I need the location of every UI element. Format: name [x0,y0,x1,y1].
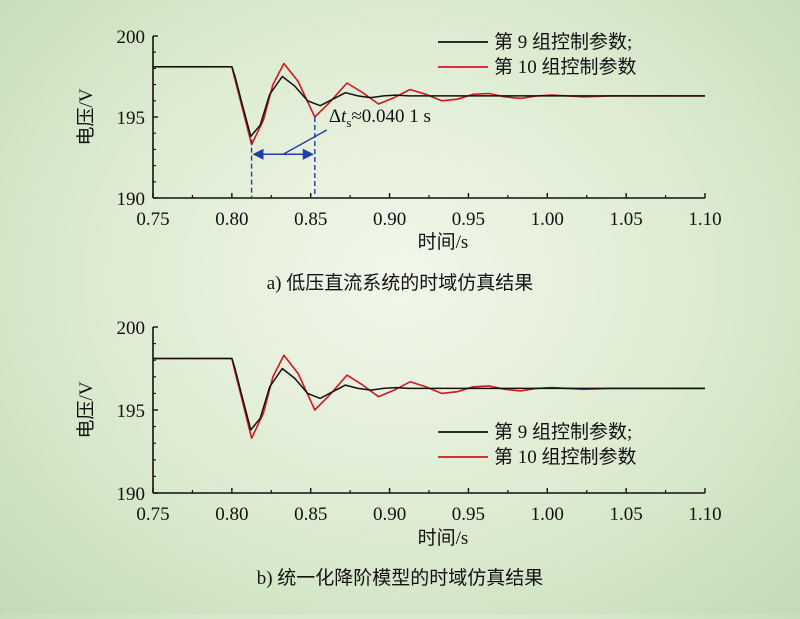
annotation-label: Δts≈0.040 1 s [329,106,431,130]
legend-label-10: 第 10 组控制参数 [494,56,637,78]
x-tick-label: 0.75 [136,209,169,230]
x-tick-label: 1.05 [610,209,643,230]
x-tick-label: 1.00 [531,209,564,230]
series-line-9 [153,66,705,138]
x-tick-label: 1.00 [531,504,564,525]
x-axis-label: 时间/s [418,231,469,253]
x-tick-label: 1.05 [610,504,643,525]
y-tick-label: 190 [117,189,146,210]
x-tick-label: 0.75 [136,504,169,525]
series-line-9 [153,357,705,431]
chart-panel-a: 0.75 0.80 0.85 0.90 0.95 1.00 1.05 1.10 190 195 20… [75,27,722,294]
x-tick-label: 0.95 [452,504,485,525]
x-tick-label: 0.90 [373,504,406,525]
legend-label-10: 第 10 组控制参数 [494,446,637,468]
y-tick-label: 200 [117,27,146,48]
x-tick-label: 0.95 [452,209,485,230]
x-axis-label: 时间/s [418,527,469,549]
y-tick-label: 195 [117,401,146,422]
y-tick-label: 190 [117,484,146,505]
x-tick-label: 1.10 [688,209,721,230]
y-tick-label: 200 [117,318,146,339]
x-tick-label: 1.10 [688,504,721,525]
chart-panel-b: 0.75 0.80 0.85 0.90 0.95 1.00 1.05 1.10 190 195 20… [75,318,722,589]
y-axis-label: 电压/V [75,88,97,145]
x-tick-label: 0.90 [373,209,406,230]
x-tick-label: 0.80 [215,504,248,525]
x-tick-label: 0.85 [294,209,327,230]
x-tick-label: 0.85 [294,504,327,525]
figure-caption-a: a) 低压直流系统的时域仿真结果 [267,272,534,294]
annotation-leader-line [282,129,328,155]
figure-caption-b: b) 统一化降阶模型的时域仿真结果 [257,567,544,589]
legend-label-9: 第 9 组控制参数; [494,31,632,53]
x-tick-label: 0.80 [215,209,248,230]
y-axis-label: 电压/V [75,381,97,438]
legend-label-9: 第 9 组控制参数; [494,421,632,443]
y-tick-label: 195 [117,108,146,129]
